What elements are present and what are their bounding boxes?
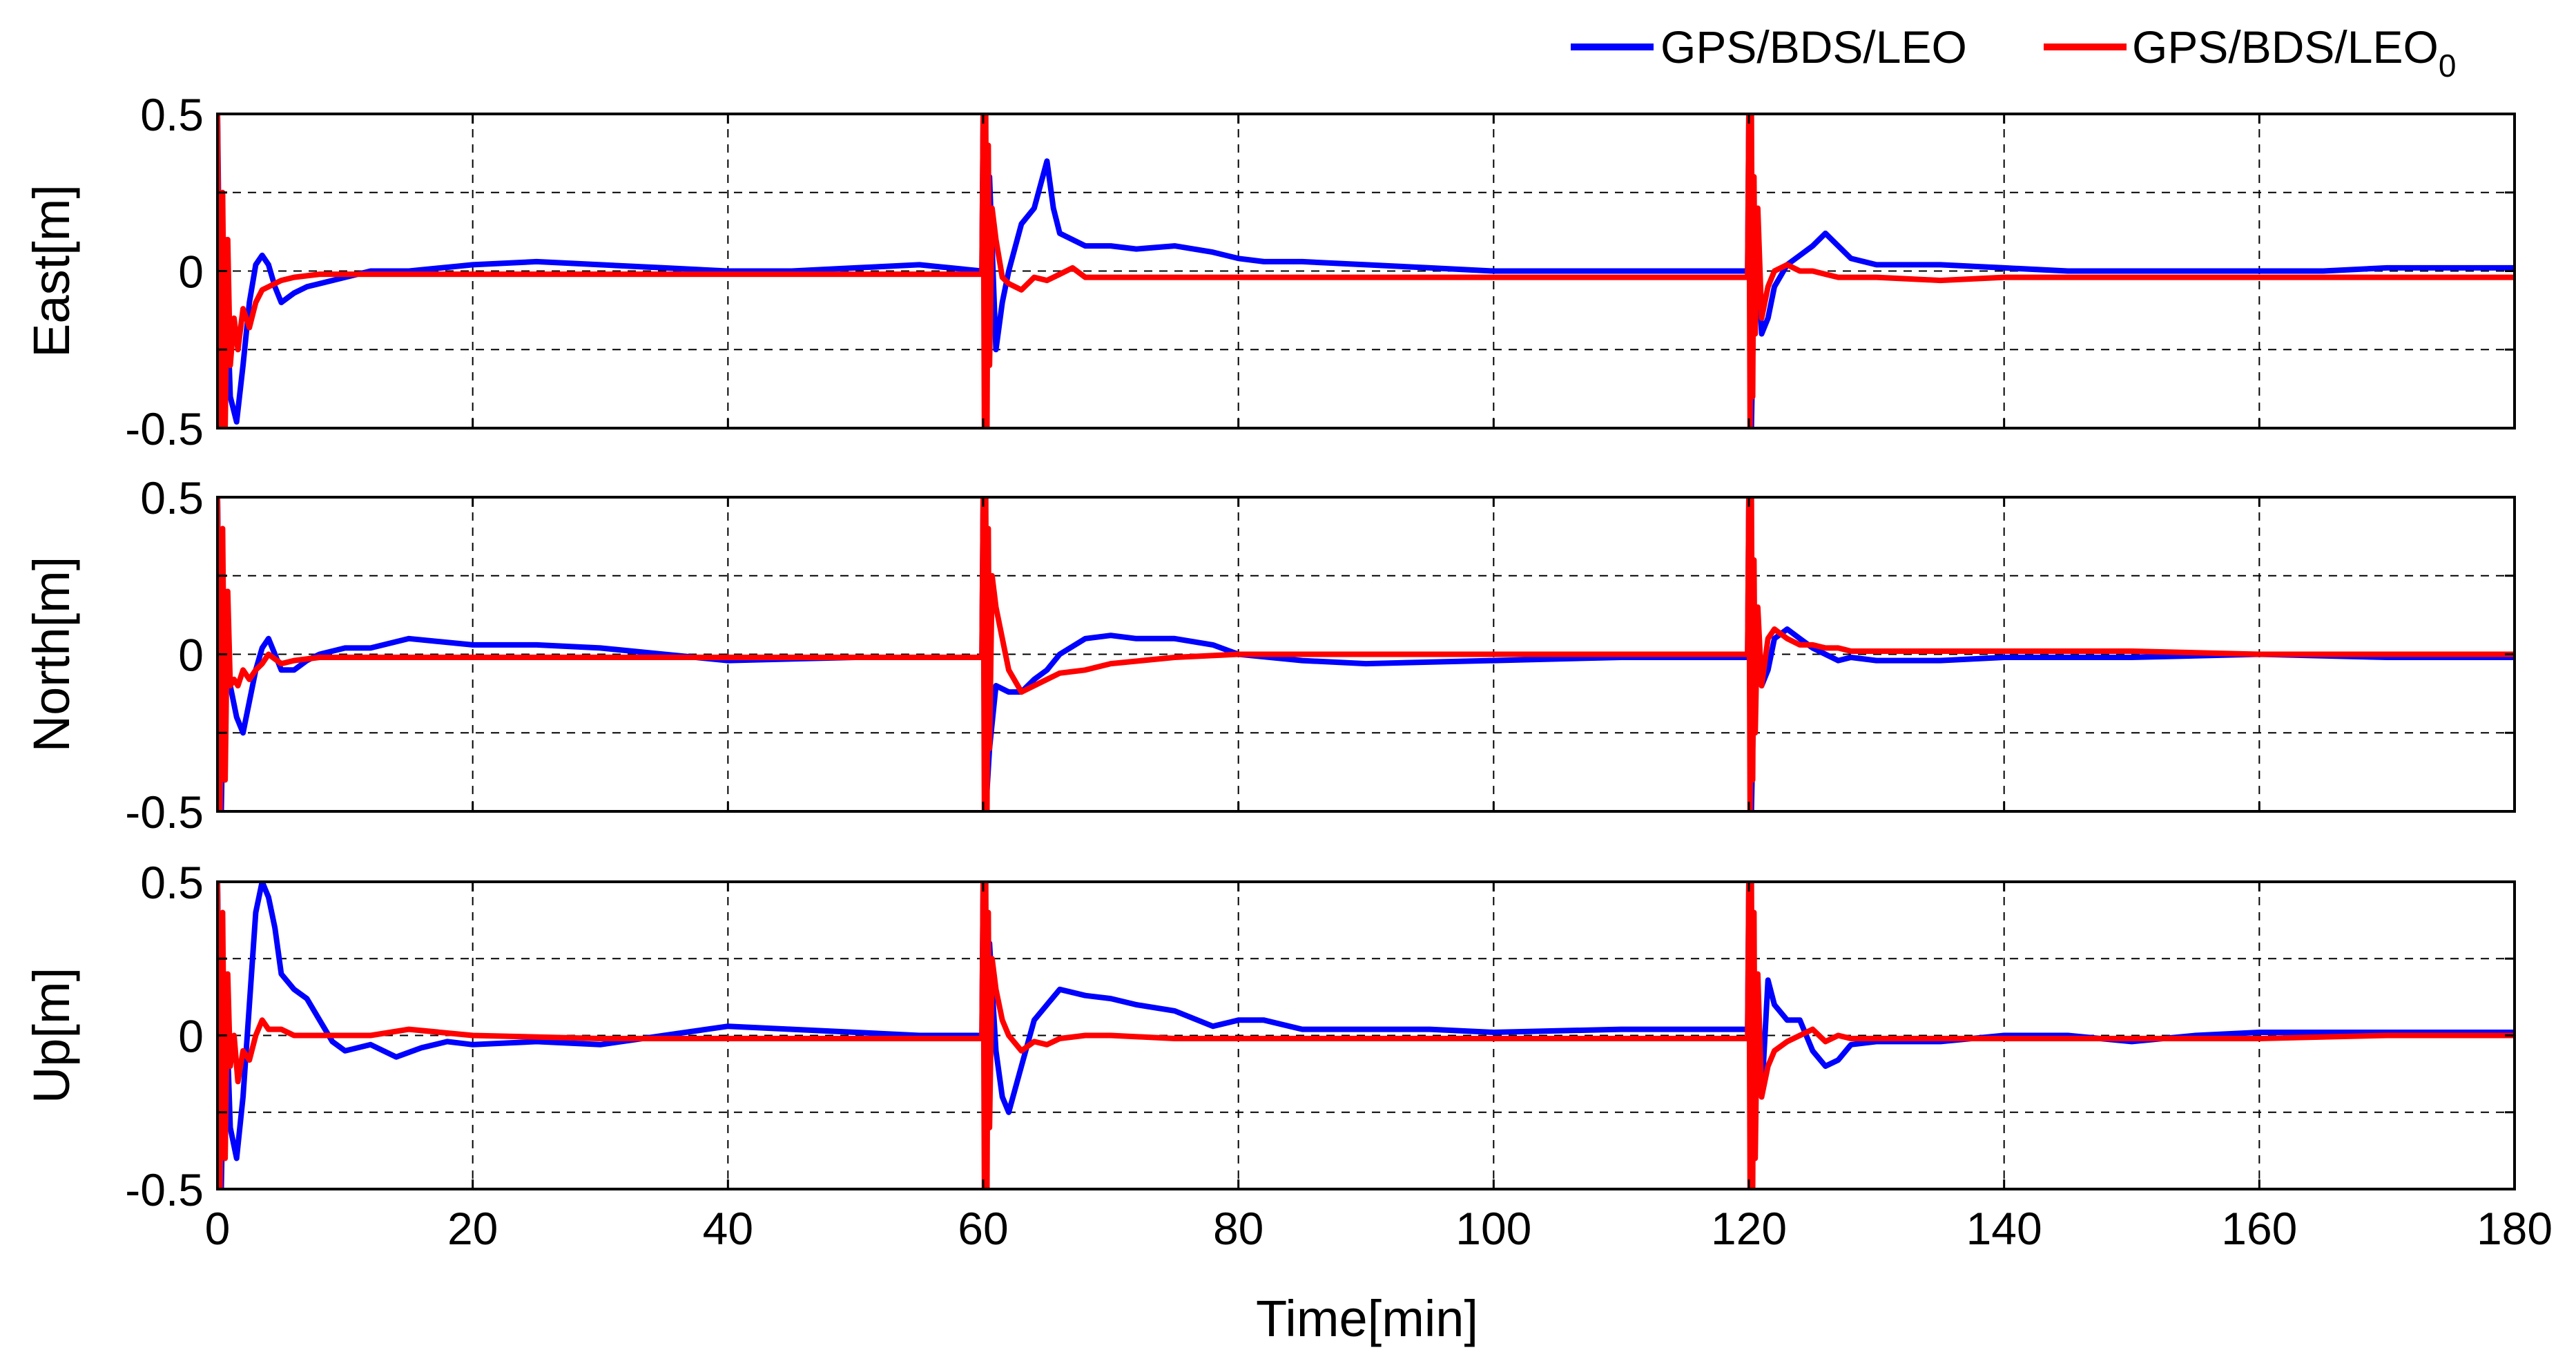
legend: GPS/BDS/LEO GPS/BDS/LEO0 — [1571, 21, 2456, 84]
x-tick-label: 0 — [205, 1203, 231, 1254]
x-tick-label: 20 — [447, 1203, 498, 1254]
panel-east-ytick-label: 0.5 — [140, 89, 204, 140]
panel-north-ytick-label: 0 — [178, 630, 204, 681]
x-tick-labels: 0 20 40 60 80 100 120 140 160 180 — [205, 1203, 2553, 1254]
legend-label-red: GPS/BDS/LEO0 — [2132, 21, 2456, 84]
panel-east-ytick-label: 0 — [178, 247, 204, 298]
legend-label-blue: GPS/BDS/LEO — [1660, 21, 1967, 73]
panel-east-ylabel: East[m] — [23, 184, 80, 358]
x-tick-label: 120 — [1711, 1203, 1787, 1254]
panel-east-series-red — [217, 114, 2515, 428]
panel-up-ylabel: Up[m] — [23, 967, 80, 1103]
panel-east: -0.5 0 0.5 East[m] — [23, 89, 2516, 454]
x-tick-label: 140 — [1966, 1203, 2042, 1254]
x-tick-label: 80 — [1213, 1203, 1263, 1254]
panel-north-ylabel: North[m] — [23, 557, 80, 753]
panels: -0.500.5East[m]-0.500.5North[m]-0.500.5U… — [23, 89, 2553, 1254]
panel-east-ytick-label: -0.5 — [125, 403, 204, 454]
panel-north-series-red — [217, 497, 2515, 811]
panel-up-ytick-label: 0.5 — [140, 857, 204, 908]
x-tick-label: 180 — [2477, 1203, 2553, 1254]
panel-east-series-blue — [217, 114, 2515, 428]
x-tick-label: 160 — [2221, 1203, 2297, 1254]
panel-north-ytick-label: 0.5 — [140, 472, 204, 523]
panel-up-ytick-label: -0.5 — [125, 1164, 204, 1215]
legend-label-red-main: GPS/BDS/LEO — [2132, 21, 2439, 73]
panel-up-ytick-label: 0 — [178, 1011, 204, 1062]
x-tick-label: 100 — [1455, 1203, 1531, 1254]
panel-north: -0.5 0 0.5 North[m] — [23, 472, 2516, 838]
panel-up-series-red — [217, 882, 2515, 1189]
x-axis-label: Time[min] — [1256, 1290, 1478, 1347]
x-tick-label: 60 — [958, 1203, 1008, 1254]
legend-label-red-subscript: 0 — [2439, 48, 2457, 84]
panel-north-ytick-label: -0.5 — [125, 787, 204, 838]
panel-up: -0.5 0 0.5 Up[m] — [23, 857, 2516, 1215]
x-tick-label: 40 — [703, 1203, 753, 1254]
